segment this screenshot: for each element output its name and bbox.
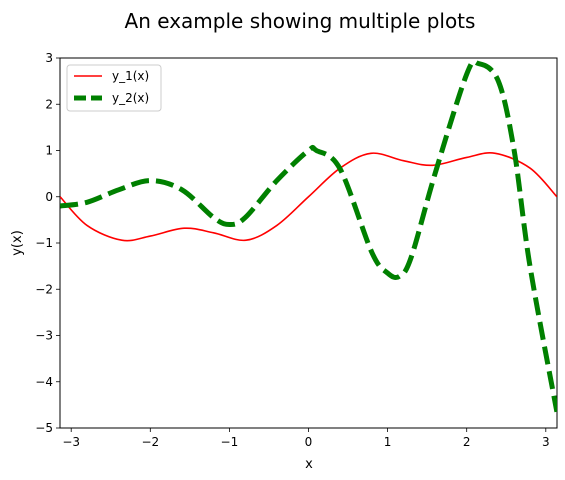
chart-title: An example showing multiple plots bbox=[125, 9, 476, 33]
y-axis: −5 −4 −3 −2 −1 0 1 2 3 bbox=[35, 51, 60, 435]
legend: y_1(x) y_2(x) bbox=[67, 65, 161, 111]
y-tick-label: 3 bbox=[45, 51, 53, 65]
x-axis-label: x bbox=[305, 457, 313, 472]
x-tick-label: −1 bbox=[221, 435, 239, 449]
x-tick-label: 0 bbox=[305, 435, 313, 449]
x-tick-label: −2 bbox=[141, 435, 159, 449]
y-tick-label: −2 bbox=[35, 282, 53, 296]
x-axis: −3 −2 −1 0 1 2 3 bbox=[62, 428, 549, 449]
plot-frame bbox=[60, 58, 557, 428]
y-axis-label: y(x) bbox=[10, 230, 25, 256]
x-tick-label: 3 bbox=[542, 435, 550, 449]
x-tick-label: 1 bbox=[384, 435, 392, 449]
y-tick-label: −3 bbox=[35, 329, 53, 343]
y-tick-label: 1 bbox=[45, 144, 53, 158]
x-tick-label: 2 bbox=[463, 435, 471, 449]
y-tick-label: −4 bbox=[35, 375, 53, 389]
y-tick-label: 2 bbox=[45, 97, 53, 111]
legend-label-y2: y_2(x) bbox=[112, 91, 149, 105]
legend-label-y1: y_1(x) bbox=[112, 69, 149, 83]
y-tick-label: −5 bbox=[35, 421, 53, 435]
x-tick-label: −3 bbox=[62, 435, 80, 449]
y-tick-label: 0 bbox=[45, 190, 53, 204]
y-tick-label: −1 bbox=[35, 236, 53, 250]
